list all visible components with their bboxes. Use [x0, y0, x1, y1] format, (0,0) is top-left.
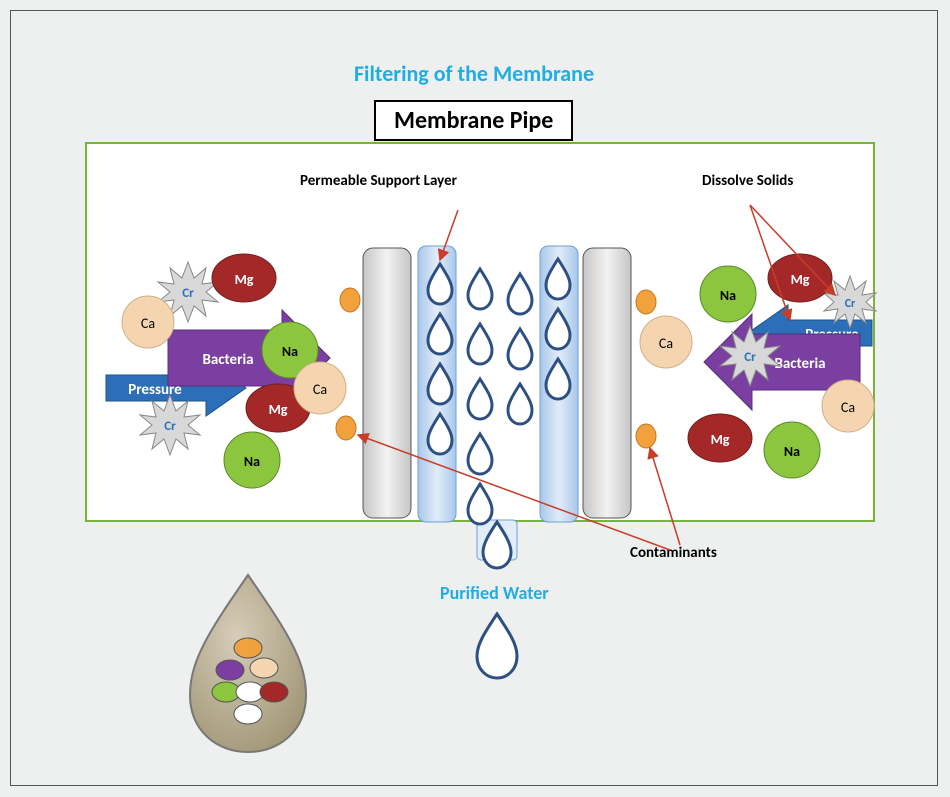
- diagram-canvas: Filtering of the Membrane Membrane Pipe …: [10, 10, 938, 786]
- purified-label: Purified Water: [440, 582, 549, 604]
- contaminants-label: Contaminants: [630, 544, 717, 562]
- diagram-title: Filtering of the Membrane: [10, 60, 938, 87]
- subtitle-box: Membrane Pipe: [374, 100, 573, 141]
- membrane-pipe-box: [85, 142, 875, 522]
- permeable-label: Permeable Support Layer: [300, 172, 457, 190]
- dissolve-label: Dissolve Solids: [702, 172, 793, 190]
